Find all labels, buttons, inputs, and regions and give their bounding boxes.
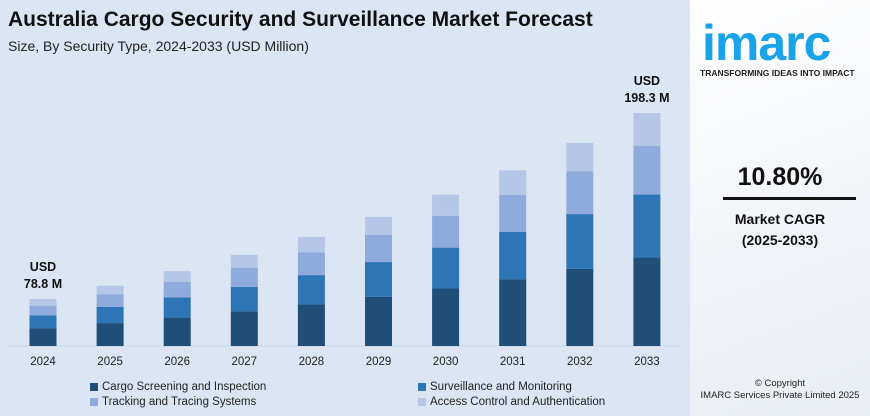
- cagr-label: Market CAGR (2025-2033): [690, 209, 870, 251]
- bar-segment-2029-1: [365, 262, 392, 297]
- copyright-text: © Copyright: [754, 378, 806, 389]
- cagr-period: (2025-2033): [741, 232, 819, 248]
- bar-segment-2029-0: [365, 296, 392, 346]
- cagr-label-text: Market CAGR: [734, 211, 826, 227]
- company-name: IMARC Services Private Limited 2025: [700, 390, 860, 401]
- bar-segment-2025-0: [96, 323, 124, 346]
- bar-segment-2032-0: [566, 268, 594, 346]
- bar-segment-2027-0: [230, 311, 258, 346]
- data-label: USD: [30, 260, 56, 274]
- legend-item-surveillance: Surveillance and Monitoring: [418, 381, 572, 393]
- bar-segment-2032-2: [566, 171, 594, 215]
- bar-segment-2032-3: [566, 143, 594, 172]
- bar-segment-2033-1: [633, 194, 661, 258]
- bar-segment-2028-1: [297, 275, 325, 305]
- bar-segment-2027-1: [230, 286, 258, 312]
- data-label: 78.8 M: [24, 277, 62, 291]
- x-tick-label: 2028: [299, 356, 325, 368]
- bar-segment-2031-1: [499, 231, 527, 280]
- legend-swatch: [418, 383, 426, 391]
- copyright: © Copyright IMARC Services Private Limite…: [690, 378, 870, 402]
- legend-swatch: [90, 383, 98, 391]
- bar-segment-2028-2: [297, 252, 325, 276]
- x-tick-label: 2031: [500, 356, 526, 368]
- bar-segment-2030-3: [432, 194, 460, 216]
- bar-segment-2024-3: [29, 298, 57, 306]
- x-tick-label: 2029: [366, 356, 392, 368]
- bar-segment-2028-0: [297, 304, 325, 346]
- legend-swatch: [90, 398, 98, 406]
- bar-segment-2033-0: [633, 257, 661, 346]
- legend-item-cargo-screening: Cargo Screening and Inspection: [90, 381, 266, 393]
- bar-segment-2025-3: [96, 285, 124, 295]
- legend-item-tracking: Tracking and Tracing Systems: [90, 396, 256, 408]
- bar-segment-2024-1: [29, 315, 57, 329]
- bar-segment-2030-2: [432, 215, 460, 248]
- legend-label: Tracking and Tracing Systems: [102, 396, 257, 408]
- chart-title: Australia Cargo Security and Surveillanc…: [8, 8, 593, 31]
- legend-swatch: [418, 398, 426, 406]
- chart-subtitle: Size, By Security Type, 2024-2033 (USD M…: [8, 38, 309, 54]
- bar-segment-2030-0: [432, 288, 460, 346]
- bar-segment-2031-2: [499, 194, 527, 232]
- x-tick-label: 2024: [30, 356, 56, 368]
- divider: [723, 197, 856, 200]
- bar-segment-2028-3: [297, 236, 325, 253]
- bar-segment-2027-2: [230, 267, 258, 287]
- x-tick-label: 2027: [232, 356, 258, 368]
- bar-segment-2033-3: [633, 113, 661, 146]
- bar-segment-2025-2: [96, 294, 124, 307]
- bar-segment-2031-3: [499, 170, 527, 195]
- x-tick-label: 2033: [634, 356, 660, 368]
- bar-segment-2030-1: [432, 247, 460, 289]
- data-label: USD: [634, 74, 660, 88]
- bar-segment-2033-2: [633, 145, 661, 195]
- cagr-value: 10.80%: [737, 163, 823, 191]
- bar-segment-2026-3: [163, 271, 191, 282]
- bar-segment-2026-0: [163, 317, 191, 346]
- data-label: 198.3 M: [624, 91, 669, 105]
- x-tick-label: 2032: [567, 356, 593, 368]
- bar-segment-2024-2: [29, 305, 57, 316]
- bar-segment-2029-3: [365, 216, 392, 235]
- bar-segment-2029-2: [365, 234, 392, 263]
- bar-segment-2024-0: [29, 328, 57, 346]
- x-tick-label: 2025: [97, 356, 123, 368]
- legend-item-access-control: Access Control and Authentication: [418, 396, 605, 408]
- sidebar-panel: imarc TRANSFORMING IDEAS INTO IMPACT 10.…: [690, 0, 870, 416]
- bar-segment-2026-2: [163, 281, 191, 298]
- legend-label: Cargo Screening and Inspection: [102, 381, 267, 393]
- bar-segment-2025-1: [96, 306, 124, 324]
- legend-label: Surveillance and Monitoring: [430, 381, 572, 393]
- stacked-bar-chart: 2024 USD 78.8 M 2025 2026 2027 2028 2029 2030 203…: [8, 74, 680, 368]
- bar-segment-2032-1: [566, 214, 594, 269]
- bar-segment-2026-1: [163, 297, 191, 318]
- x-tick-label: 2026: [164, 356, 190, 368]
- imarc-logo: imarc: [702, 15, 831, 71]
- tagline: TRANSFORMING IDEAS INTO IMPACT: [700, 68, 855, 78]
- bar-segment-2031-0: [499, 279, 527, 346]
- legend-label: Access Control and Authentication: [430, 396, 606, 408]
- x-tick-label: 2030: [433, 356, 459, 368]
- bar-segment-2027-3: [230, 254, 258, 268]
